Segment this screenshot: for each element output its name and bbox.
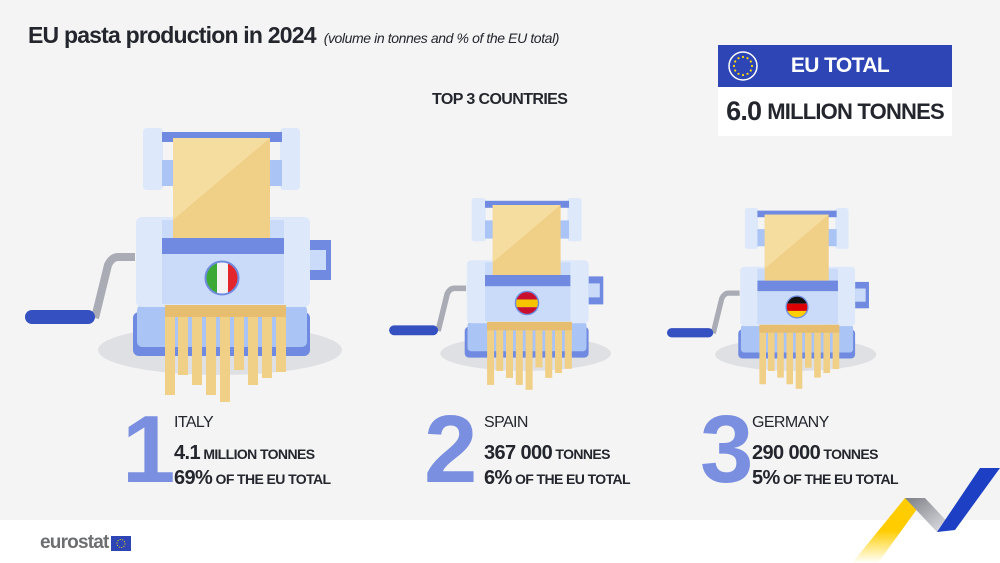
logo-text: eurostat	[40, 532, 109, 553]
country-share: 69% OF THE EU TOTAL	[174, 467, 331, 489]
flag-germany-icon	[786, 296, 808, 318]
eu-total-box: EU TOTAL 6.0 MILLION TONNES	[718, 45, 952, 136]
country-info-spain: SPAIN 367 000 TONNES 6% OF THE EU TOTAL	[484, 414, 631, 493]
crank-handle-icon	[667, 328, 714, 338]
country-volume: 290 000 TONNES	[752, 442, 879, 464]
country-info-italy: ITALY 4.1 MILLION TONNES 69% OF THE EU T…	[174, 414, 331, 493]
country-name: ITALY	[174, 414, 214, 431]
title-text: EU pasta production in 2024	[28, 22, 316, 48]
rank-2: 2	[424, 396, 477, 503]
pasta-strands	[165, 305, 286, 402]
country-volume: 4.1 MILLION TONNES	[174, 442, 315, 464]
subtitle: (volume in tonnes and % of the EU total)	[323, 30, 560, 46]
eu-flag-icon	[728, 51, 758, 81]
country-share: 5% OF THE EU TOTAL	[752, 467, 899, 489]
country-name: GERMANY	[752, 414, 829, 431]
section-label: TOP 3 COUNTRIES	[432, 91, 568, 108]
pasta-machine-spain	[389, 198, 611, 390]
page-title: EU pasta production in 2024 (volume in to…	[28, 22, 559, 49]
eu-total-header: EU TOTAL	[718, 45, 952, 87]
rank-3: 3	[700, 396, 753, 503]
eurostat-logo: eurostat	[40, 532, 131, 554]
eu-total-label: EU TOTAL	[790, 54, 890, 77]
country-volume: 367 000 TONNES	[484, 442, 611, 464]
pasta-strands	[487, 321, 572, 390]
country-share: 6% OF THE EU TOTAL	[484, 467, 631, 489]
flag-italy-icon	[206, 262, 238, 294]
pasta-strands	[759, 324, 840, 389]
corner-decoration	[852, 468, 1000, 563]
crank-handle-icon	[25, 310, 95, 324]
country-name: SPAIN	[484, 414, 528, 431]
eu-total-value: 6.0 MILLION TONNES	[718, 87, 952, 136]
rank-1: 1	[122, 396, 175, 503]
pasta-machine-italy	[25, 128, 342, 402]
country-info-germany: GERMANY 290 000 TONNES 5% OF THE EU TOTA…	[752, 414, 899, 493]
pasta-machine-germany	[667, 207, 877, 389]
flag-spain-icon	[515, 291, 539, 315]
eu-total-number: 6.0	[726, 96, 762, 126]
eu-flag-icon	[110, 535, 131, 551]
eu-total-unit: MILLION TONNES	[767, 98, 944, 124]
crank-handle-icon	[389, 325, 439, 336]
